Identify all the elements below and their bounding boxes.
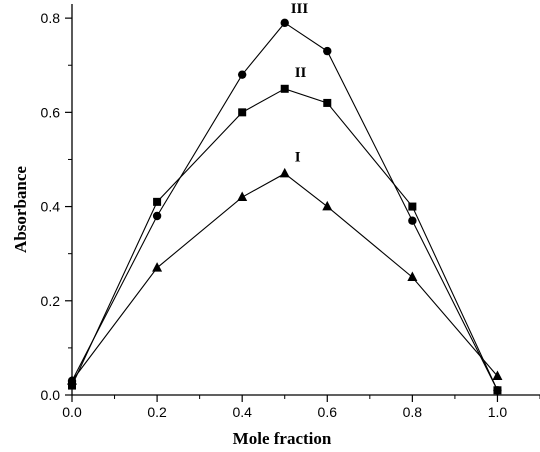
data-point bbox=[67, 376, 77, 386]
y-axis: 0.0 0.2 0.4 0.6 0.8 bbox=[41, 10, 72, 403]
data-point bbox=[323, 98, 332, 107]
data-point bbox=[322, 200, 333, 211]
data-point bbox=[237, 70, 247, 79]
y-axis-title: Absorbance bbox=[11, 166, 30, 253]
data-point bbox=[68, 381, 76, 390]
x-tick-label: 0.8 bbox=[403, 404, 423, 420]
data-point bbox=[153, 197, 162, 206]
data-point bbox=[493, 386, 502, 395]
data-point bbox=[408, 202, 417, 211]
plot-frame bbox=[71, 4, 540, 396]
data-point bbox=[408, 216, 417, 225]
y-tick-label: 0.0 bbox=[41, 387, 61, 403]
series-label: II bbox=[295, 65, 307, 81]
series-label: I bbox=[295, 150, 301, 166]
data-point bbox=[407, 271, 418, 282]
data-point bbox=[323, 46, 332, 56]
y-tick-label: 0.8 bbox=[41, 10, 61, 26]
series-label: III bbox=[291, 1, 309, 17]
x-tick-label: 0.0 bbox=[62, 404, 82, 420]
series-III: III bbox=[67, 1, 502, 395]
y-tick-label: 0.4 bbox=[41, 199, 61, 215]
x-tick-label: 1.0 bbox=[488, 404, 508, 420]
data-point bbox=[279, 167, 290, 178]
data-point bbox=[152, 211, 162, 221]
series-II: II bbox=[68, 65, 502, 395]
data-point bbox=[280, 18, 289, 28]
x-tick-label: 0.2 bbox=[147, 404, 167, 420]
x-axis: 0.0 0.2 0.4 0.6 0.8 1.0 bbox=[62, 395, 540, 420]
y-tick-label: 0.6 bbox=[41, 104, 61, 120]
x-axis-title: Mole fraction bbox=[233, 429, 332, 448]
data-point bbox=[280, 84, 289, 93]
data-point bbox=[238, 108, 247, 117]
series-I: I bbox=[67, 150, 503, 385]
series-line bbox=[71, 22, 498, 391]
data-point bbox=[152, 262, 163, 272]
x-tick-label: 0.6 bbox=[318, 404, 338, 420]
x-tick-label: 0.4 bbox=[232, 404, 252, 420]
series-line bbox=[71, 172, 498, 382]
data-point bbox=[492, 370, 503, 380]
data-point bbox=[237, 191, 248, 201]
series-line bbox=[71, 88, 498, 391]
y-tick-label: 0.2 bbox=[41, 293, 61, 309]
